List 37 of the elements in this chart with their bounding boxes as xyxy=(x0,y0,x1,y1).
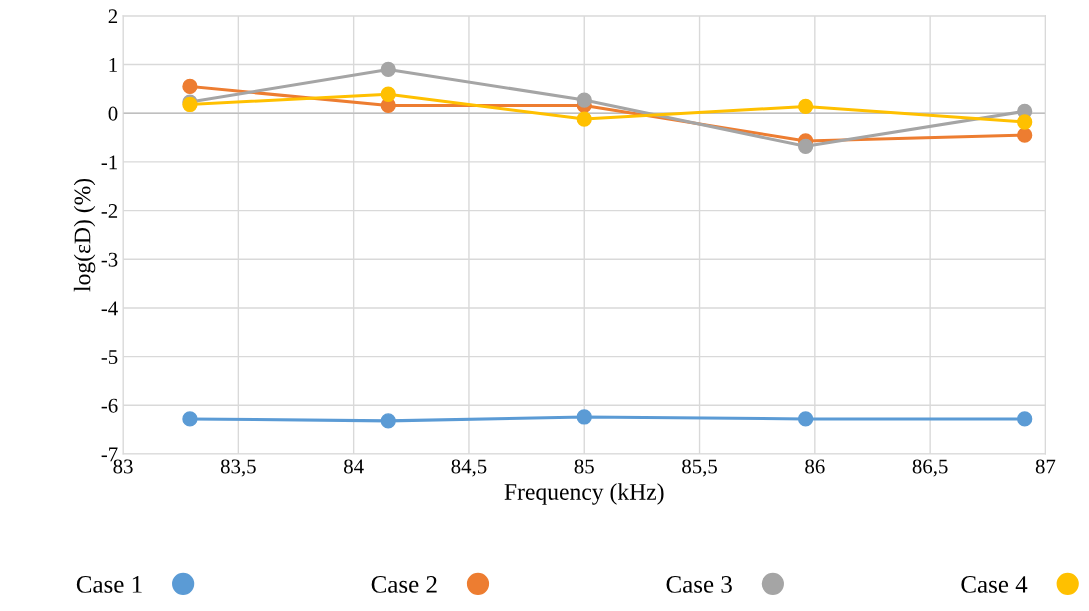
legend-label: Case 4 xyxy=(961,576,1028,593)
y-tick-label: -1 xyxy=(101,155,117,170)
point xyxy=(1017,114,1033,130)
y-tick-label: 0 xyxy=(108,106,118,121)
point xyxy=(1017,127,1033,143)
legend-label: Case 1 xyxy=(76,576,142,593)
point xyxy=(182,411,198,427)
point xyxy=(576,92,592,108)
point xyxy=(380,413,396,429)
x-tick-label: 86 xyxy=(805,459,825,474)
y-tick-label: 1 xyxy=(109,58,117,72)
y-tick-label: -4 xyxy=(101,301,118,316)
point xyxy=(1017,411,1033,427)
point xyxy=(797,138,814,154)
y-tick-label: -6 xyxy=(101,398,118,413)
legend-label: Case 3 xyxy=(666,576,732,593)
x-tick-label: 87 xyxy=(1035,459,1056,474)
x-axis-title: Frequency (kHz) xyxy=(504,483,664,505)
point xyxy=(380,61,396,78)
x-tick-label: 85 xyxy=(574,459,594,474)
point xyxy=(576,409,592,425)
x-tick-label: 83,5 xyxy=(220,459,256,477)
point xyxy=(576,111,592,127)
legend-label: Case 2 xyxy=(371,576,437,593)
point xyxy=(797,411,814,427)
point xyxy=(380,86,396,102)
x-tick-label: 84 xyxy=(344,459,364,474)
y-tick-label: 2 xyxy=(108,9,118,24)
x-tick-label: 86,5 xyxy=(912,459,948,477)
point xyxy=(182,78,198,95)
y-tick-label: -5 xyxy=(101,350,118,365)
x-tick-label: 85,5 xyxy=(682,459,717,477)
y-tick-label: -3 xyxy=(101,252,118,267)
point xyxy=(797,98,814,115)
x-tick-label: 84,5 xyxy=(451,459,487,477)
y-tick-label: -2 xyxy=(101,204,118,218)
y-axis-title: log(εD) (%) xyxy=(73,178,96,292)
